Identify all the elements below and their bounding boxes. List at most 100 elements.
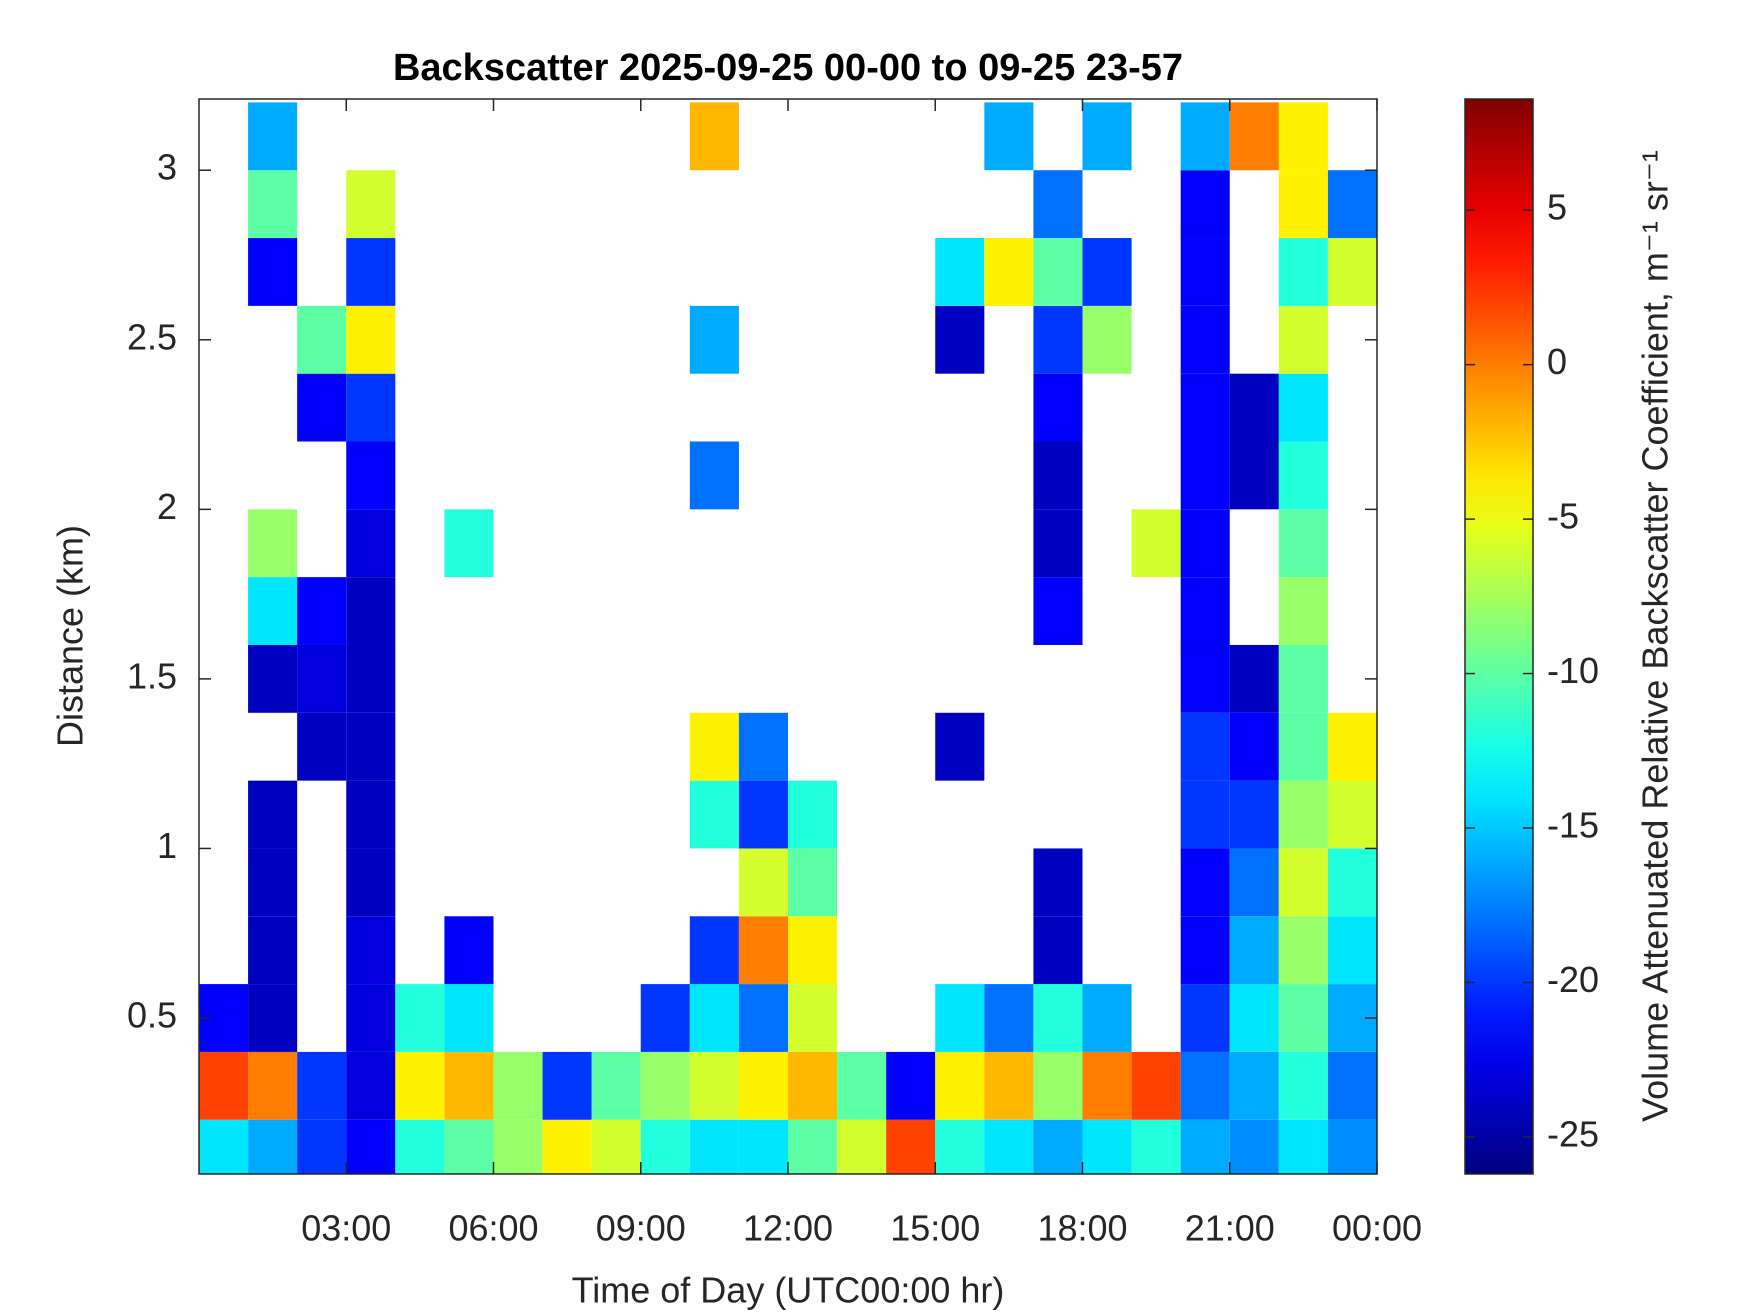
- heatmap-cell: [788, 984, 838, 1052]
- heatmap: [199, 102, 1377, 1174]
- heatmap-cell: [788, 848, 838, 917]
- heatmap-cell: [935, 984, 985, 1052]
- heatmap-cell: [346, 305, 396, 374]
- heatmap-cell: [591, 1119, 641, 1174]
- heatmap-cell: [935, 1119, 985, 1174]
- heatmap-cell: [1033, 848, 1083, 917]
- heatmap-cell: [1180, 644, 1230, 713]
- x-tick-label: 09:00: [596, 1208, 686, 1249]
- heatmap-cell: [1033, 577, 1083, 645]
- heatmap-cell: [1180, 577, 1230, 645]
- heatmap-cell: [444, 984, 494, 1052]
- heatmap-cell: [346, 848, 396, 917]
- heatmap-cell: [1033, 238, 1083, 306]
- heatmap-cell: [738, 780, 788, 849]
- y-tick-label: 1.5: [127, 655, 177, 696]
- heatmap-cell: [738, 712, 788, 781]
- heatmap-cell: [1278, 102, 1328, 171]
- heatmap-cell: [788, 1119, 838, 1174]
- heatmap-cell: [1082, 1119, 1132, 1174]
- heatmap-cell: [346, 238, 396, 306]
- heatmap-cell: [1082, 238, 1132, 306]
- heatmap-cell: [1180, 712, 1230, 781]
- heatmap-cell: [1278, 780, 1328, 849]
- heatmap-cell: [493, 1119, 543, 1174]
- heatmap-cell: [248, 102, 298, 171]
- heatmap-cell: [1278, 441, 1328, 510]
- heatmap-cell: [297, 1051, 347, 1120]
- heatmap-cell: [1327, 780, 1377, 849]
- heatmap-cell: [1180, 509, 1230, 578]
- heatmap-cell: [297, 1119, 347, 1174]
- colorbar-tick-label: -5: [1547, 496, 1579, 537]
- heatmap-cell: [346, 170, 396, 239]
- heatmap-cell: [297, 373, 347, 442]
- heatmap-cell: [935, 712, 985, 781]
- chart-title: Backscatter 2025-09-25 00-00 to 09-25 23…: [393, 47, 1183, 89]
- heatmap-cell: [1033, 373, 1083, 442]
- heatmap-cell: [346, 1119, 396, 1174]
- heatmap-cell: [689, 441, 739, 510]
- heatmap-cell: [1229, 373, 1279, 442]
- heatmap-cell: [395, 984, 445, 1052]
- heatmap-cell: [346, 577, 396, 645]
- heatmap-cell: [1082, 1051, 1132, 1120]
- heatmap-cell: [248, 848, 298, 917]
- heatmap-cell: [1033, 441, 1083, 510]
- heatmap-cell: [1033, 1119, 1083, 1174]
- heatmap-cell: [1082, 102, 1132, 171]
- heatmap-cell: [1033, 509, 1083, 578]
- colorbar-tick-label: -10: [1547, 650, 1599, 691]
- heatmap-cell: [689, 1119, 739, 1174]
- heatmap-cell: [444, 1051, 494, 1120]
- heatmap-cell: [1180, 848, 1230, 917]
- heatmap-cell: [346, 441, 396, 510]
- heatmap-cell: [493, 1051, 543, 1120]
- heatmap-cell: [1180, 780, 1230, 849]
- heatmap-cell: [689, 712, 739, 781]
- heatmap-cell: [689, 780, 739, 849]
- heatmap-cell: [1082, 305, 1132, 374]
- x-tick-label: 06:00: [448, 1208, 538, 1249]
- x-tick-label: 21:00: [1185, 1208, 1275, 1249]
- colorbar-tick-label: -20: [1547, 959, 1599, 1000]
- heatmap-cell: [689, 916, 739, 985]
- heatmap-cell: [1180, 1119, 1230, 1174]
- heatmap-cell: [935, 1051, 985, 1120]
- heatmap-cell: [1327, 712, 1377, 781]
- heatmap-cell: [1327, 916, 1377, 985]
- heatmap-cell: [1180, 916, 1230, 985]
- heatmap-cell: [1327, 1051, 1377, 1120]
- heatmap-cell: [248, 1051, 298, 1120]
- heatmap-cell: [1082, 984, 1132, 1052]
- heatmap-cell: [346, 984, 396, 1052]
- heatmap-cell: [444, 1119, 494, 1174]
- heatmap-cell: [984, 1051, 1034, 1120]
- heatmap-cell: [738, 984, 788, 1052]
- heatmap-cell: [1278, 712, 1328, 781]
- heatmap-cell: [199, 1051, 249, 1120]
- x-tick-label: 15:00: [890, 1208, 980, 1249]
- x-tick-label: 18:00: [1037, 1208, 1127, 1249]
- heatmap-cell: [248, 780, 298, 849]
- heatmap-cell: [346, 780, 396, 849]
- heatmap-cell: [1180, 170, 1230, 239]
- colorbar-tick-label: -25: [1547, 1113, 1599, 1154]
- y-tick-label: 2.5: [127, 316, 177, 357]
- heatmap-cell: [1327, 1119, 1377, 1174]
- colorbar-tick-label: 5: [1547, 187, 1567, 228]
- heatmap-cell: [1278, 238, 1328, 306]
- y-tick-label: 1: [157, 825, 177, 866]
- heatmap-cell: [984, 102, 1034, 171]
- heatmap-cell: [1229, 1051, 1279, 1120]
- x-axis-label: Time of Day (UTC00:00 hr): [572, 1270, 1005, 1311]
- heatmap-cell: [248, 577, 298, 645]
- heatmap-cell: [1229, 441, 1279, 510]
- heatmap-cell: [1278, 170, 1328, 239]
- heatmap-cell: [346, 712, 396, 781]
- heatmap-cell: [1033, 984, 1083, 1052]
- heatmap-cell: [248, 509, 298, 578]
- heatmap-cell: [1327, 170, 1377, 239]
- heatmap-cell: [984, 984, 1034, 1052]
